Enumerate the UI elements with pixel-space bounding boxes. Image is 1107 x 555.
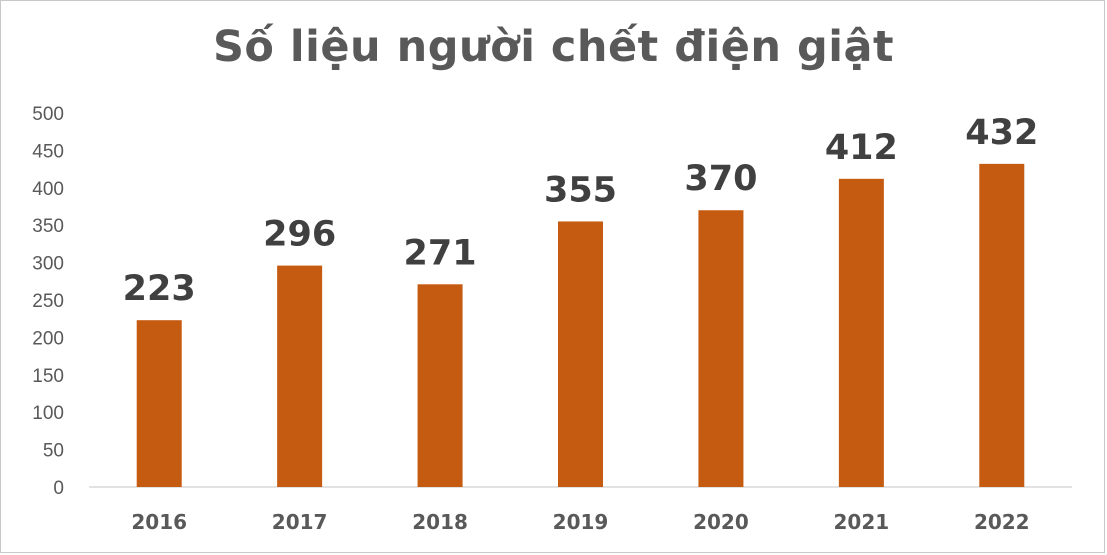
chart-title: Số liệu người chết điện giật xyxy=(212,22,895,72)
x-tick-label: 2016 xyxy=(131,510,187,534)
bar-2019 xyxy=(558,221,603,487)
x-tick-label: 2020 xyxy=(693,510,749,534)
data-labels: 223 296 271 355 370 412 432 xyxy=(123,113,1039,309)
x-axis-ticks: 2016 2017 2018 2019 2020 2021 2022 xyxy=(131,510,1029,534)
data-label-2016: 223 xyxy=(123,269,196,309)
y-tick-label: 300 xyxy=(32,254,64,275)
bar-2017 xyxy=(277,265,323,487)
data-label-2017: 296 xyxy=(263,215,336,255)
y-tick-label: 150 xyxy=(32,366,64,387)
data-label-2020: 370 xyxy=(684,159,757,199)
data-label-2019: 355 xyxy=(544,170,617,210)
bar-2022 xyxy=(979,163,1025,487)
x-tick-label: 2021 xyxy=(834,510,890,534)
bars xyxy=(136,163,1025,488)
bar-2016 xyxy=(136,320,182,487)
y-tick-label: 50 xyxy=(43,441,64,462)
y-tick-label: 450 xyxy=(32,141,64,162)
data-label-2022: 432 xyxy=(965,113,1038,153)
x-tick-label: 2018 xyxy=(412,510,468,534)
bar-2020 xyxy=(698,210,744,488)
bar-2021 xyxy=(838,178,884,487)
y-tick-label: 200 xyxy=(32,328,64,349)
y-tick-label: 400 xyxy=(32,179,64,200)
y-tick-label: 0 xyxy=(53,478,64,499)
y-axis-ticks: 0 50 100 150 200 250 300 350 400 450 500 xyxy=(32,104,64,499)
x-tick-label: 2022 xyxy=(974,510,1030,534)
y-tick-label: 500 xyxy=(32,104,64,125)
y-tick-label: 350 xyxy=(32,216,64,237)
data-label-2018: 271 xyxy=(404,233,477,273)
y-tick-label: 100 xyxy=(32,403,64,424)
bar-2018 xyxy=(417,284,463,487)
x-tick-label: 2017 xyxy=(272,510,328,534)
x-tick-label: 2019 xyxy=(553,510,609,534)
y-tick-label: 250 xyxy=(32,291,64,312)
data-label-2021: 412 xyxy=(825,128,898,168)
